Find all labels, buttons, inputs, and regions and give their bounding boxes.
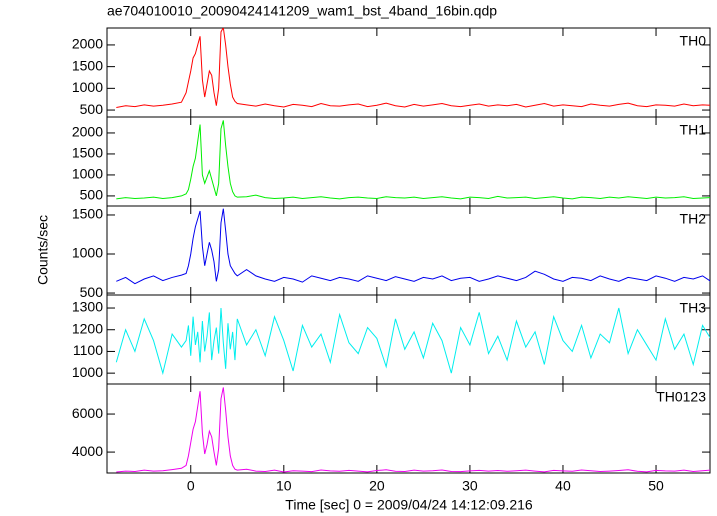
x-tick-label: 30 — [462, 478, 478, 494]
x-tick-label: 0 — [187, 478, 195, 494]
y-tick-label: 1500 — [72, 206, 103, 222]
legend-label: TH0123 — [656, 389, 706, 405]
legend-label: TH0 — [680, 33, 707, 49]
y-tick-label: 1000 — [72, 245, 103, 261]
x-tick-label: 50 — [648, 478, 664, 494]
panel-frame — [106, 27, 711, 118]
y-tick-label: 1000 — [72, 166, 103, 182]
x-tick-label: 20 — [369, 478, 385, 494]
y-tick-label: 2000 — [72, 124, 103, 140]
series-line — [116, 387, 710, 473]
y-tick-label: 1200 — [72, 320, 103, 336]
y-tick-label: 1000 — [72, 364, 103, 380]
series-line — [115, 307, 710, 376]
panel-frame — [106, 383, 711, 474]
y-axis-label: Counts/sec — [35, 215, 51, 285]
y-tick-label: 1100 — [73, 342, 103, 358]
y-tick-label: 500 — [80, 101, 104, 117]
y-tick-label: 1000 — [72, 79, 103, 95]
x-tick-label: 10 — [276, 478, 292, 494]
y-tick-label: 500 — [80, 187, 104, 203]
series-line — [116, 208, 710, 285]
y-tick-label: 500 — [80, 284, 104, 300]
legend-label: TH1 — [680, 122, 707, 138]
series-line — [116, 28, 710, 108]
panel-frame — [106, 116, 711, 207]
y-tick-label: 1500 — [72, 145, 103, 161]
legend-label: TH2 — [680, 211, 707, 227]
legend-label: TH3 — [680, 300, 707, 316]
y-tick-label: 1500 — [72, 57, 103, 73]
chart-title: ae704010010_20090424141209_wam1_bst_4ban… — [107, 3, 497, 19]
series-line — [116, 120, 710, 200]
y-tick-label: 1300 — [72, 299, 103, 315]
y-tick-label: 4000 — [72, 443, 103, 459]
y-tick-label: 6000 — [72, 405, 103, 421]
panel-frame — [106, 294, 711, 385]
y-tick-label: 2000 — [72, 36, 103, 52]
x-tick-label: 40 — [555, 478, 571, 494]
x-axis-label: Time [sec] 0 = 2009/04/24 14:12:09.216 — [285, 497, 533, 513]
